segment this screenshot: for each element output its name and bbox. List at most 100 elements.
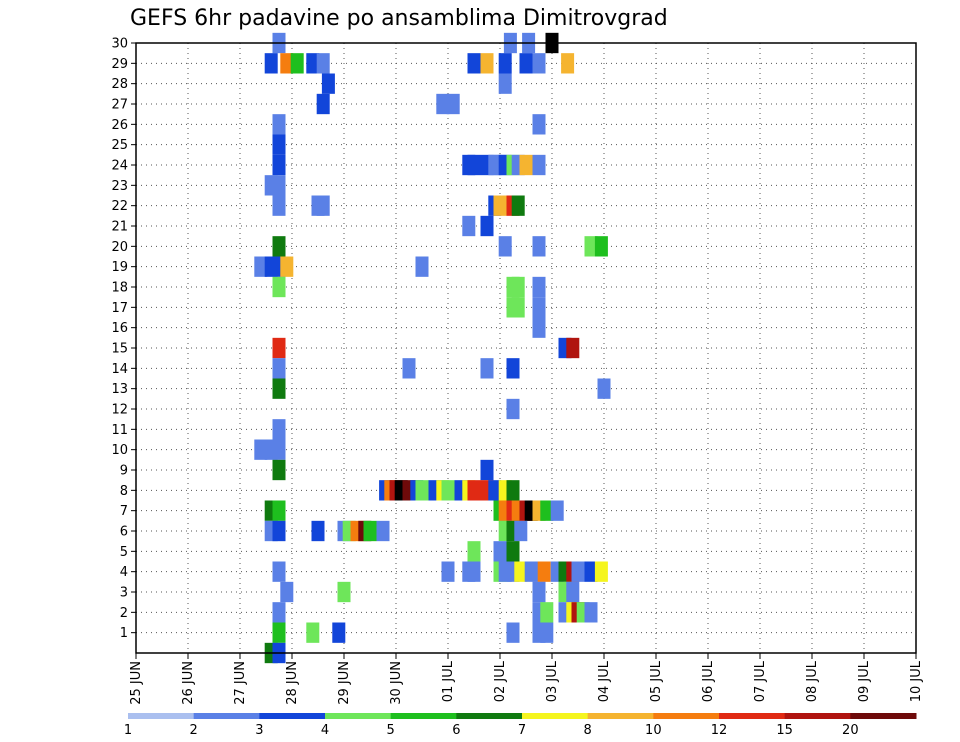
- y-tick-label: 17: [111, 301, 128, 316]
- heatmap-cell: [506, 480, 520, 501]
- colorbar-swatch: [390, 713, 457, 719]
- colorbar-swatch: [456, 713, 523, 719]
- heatmap-cell: [584, 561, 598, 582]
- heatmap-cell: [566, 581, 580, 603]
- colorbar-label: 10: [645, 723, 662, 738]
- heatmap-cell: [254, 439, 268, 460]
- heatmap-cell: [584, 602, 598, 623]
- y-tick-label: 18: [111, 281, 128, 296]
- heatmap-cell: [493, 195, 507, 216]
- heatmap-cell: [272, 500, 286, 521]
- heatmap-cell: [280, 256, 294, 277]
- heatmap-cell: [514, 520, 528, 542]
- heatmap-cells: [254, 32, 611, 664]
- heatmap-cell: [550, 500, 564, 521]
- y-tick-label: 6: [120, 525, 128, 540]
- y-tick-label: 16: [111, 321, 128, 336]
- colorbar-swatch: [522, 713, 589, 719]
- heatmap-cell: [566, 337, 580, 359]
- heatmap-cell: [280, 53, 294, 74]
- heatmap-cell: [506, 541, 520, 562]
- heatmap-cell: [532, 236, 546, 257]
- heatmap-cell: [532, 581, 546, 603]
- x-tick-label: 01 JUL: [441, 660, 456, 702]
- y-tick-label: 27: [111, 98, 128, 113]
- heatmap-cell: [540, 602, 554, 623]
- x-tick-label: 03 JUL: [545, 660, 560, 702]
- heatmap-cell: [272, 378, 286, 399]
- colorbar-label: 1: [124, 723, 132, 738]
- x-tick-label: 29 JUN: [337, 661, 352, 705]
- y-tick-label: 9: [120, 464, 128, 479]
- heatmap-cell: [519, 154, 533, 176]
- heatmap-cell: [272, 337, 286, 359]
- heatmap-cell: [467, 53, 481, 74]
- heatmap-cell: [540, 500, 554, 521]
- colorbar-swatch: [325, 713, 392, 719]
- y-tick-label: 10: [111, 443, 128, 458]
- colorbar-swatch: [653, 713, 720, 719]
- x-tick-label: 06 JUL: [701, 660, 716, 702]
- heatmap-cell: [402, 358, 416, 379]
- colorbar-label: 7: [518, 723, 526, 738]
- x-tick-label: 27 JUN: [233, 661, 248, 705]
- x-tick-label: 28 JUN: [285, 661, 300, 705]
- colorbar-swatch: [850, 713, 917, 719]
- x-tick-label: 02 JUL: [493, 660, 508, 702]
- heatmap-cell: [272, 114, 286, 135]
- heatmap-cell: [480, 53, 494, 74]
- heatmap-cell: [290, 53, 304, 74]
- colorbar: 1 2 3 4 5 6 7 8 10 12 15 20: [124, 713, 917, 738]
- heatmap-cell: [316, 195, 330, 216]
- heatmap-cell: [488, 480, 502, 501]
- heatmap-cell: [532, 53, 546, 74]
- heatmap-cell: [571, 561, 585, 582]
- heatmap-cell: [493, 541, 507, 562]
- y-tick-label: 11: [111, 423, 128, 438]
- heatmap-cell: [506, 398, 520, 420]
- heatmap-cell: [415, 480, 429, 501]
- colorbar-label: 2: [190, 723, 198, 738]
- heatmap-cell: [519, 53, 533, 74]
- heatmap-cell: [316, 93, 330, 115]
- colorbar-label: 5: [387, 723, 395, 738]
- x-tick-label: 05 JUL: [649, 660, 664, 702]
- heatmap-cell: [321, 73, 335, 94]
- heatmap-cell: [337, 581, 351, 603]
- heatmap-cell: [532, 297, 546, 318]
- heatmap-cell: [272, 236, 286, 257]
- colorbar-label: 3: [255, 723, 263, 738]
- heatmap-cell: [597, 378, 611, 399]
- x-tick-label: 26 JUN: [181, 661, 196, 705]
- y-axis: 1234567891011121314151617181920212223242…: [111, 37, 136, 641]
- y-tick-label: 2: [120, 606, 128, 621]
- y-tick-label: 3: [120, 586, 128, 601]
- heatmap-cell: [511, 297, 525, 318]
- y-tick-label: 20: [111, 240, 128, 255]
- y-tick-label: 28: [111, 77, 128, 92]
- heatmap-cell: [532, 317, 546, 338]
- heatmap-cell: [467, 541, 481, 562]
- heatmap-cell: [272, 419, 286, 440]
- colorbar-label: 15: [776, 723, 793, 738]
- heatmap-cell: [272, 154, 286, 176]
- heatmap-cell: [441, 480, 455, 501]
- x-tick-label: 04 JUL: [597, 660, 612, 702]
- colorbar-label: 6: [452, 723, 460, 738]
- colorbar-label: 20: [842, 723, 859, 738]
- heatmap-cell: [561, 53, 575, 74]
- heatmap-cell: [363, 520, 377, 542]
- heatmap-cell: [511, 195, 525, 216]
- grid-lines: [136, 43, 916, 653]
- chart-title: GEFS 6hr padavine po ansamblima Dimitrov…: [130, 6, 668, 31]
- colorbar-swatch: [128, 713, 195, 719]
- x-tick-label: 09 JUL: [857, 660, 872, 702]
- heatmap-cell: [316, 53, 330, 74]
- heatmap-cell: [436, 93, 450, 115]
- heatmap-cell: [272, 358, 286, 379]
- heatmap-cell: [272, 459, 286, 481]
- heatmap-cell: [498, 73, 512, 94]
- heatmap-cell: [272, 520, 286, 542]
- y-tick-label: 8: [120, 484, 128, 499]
